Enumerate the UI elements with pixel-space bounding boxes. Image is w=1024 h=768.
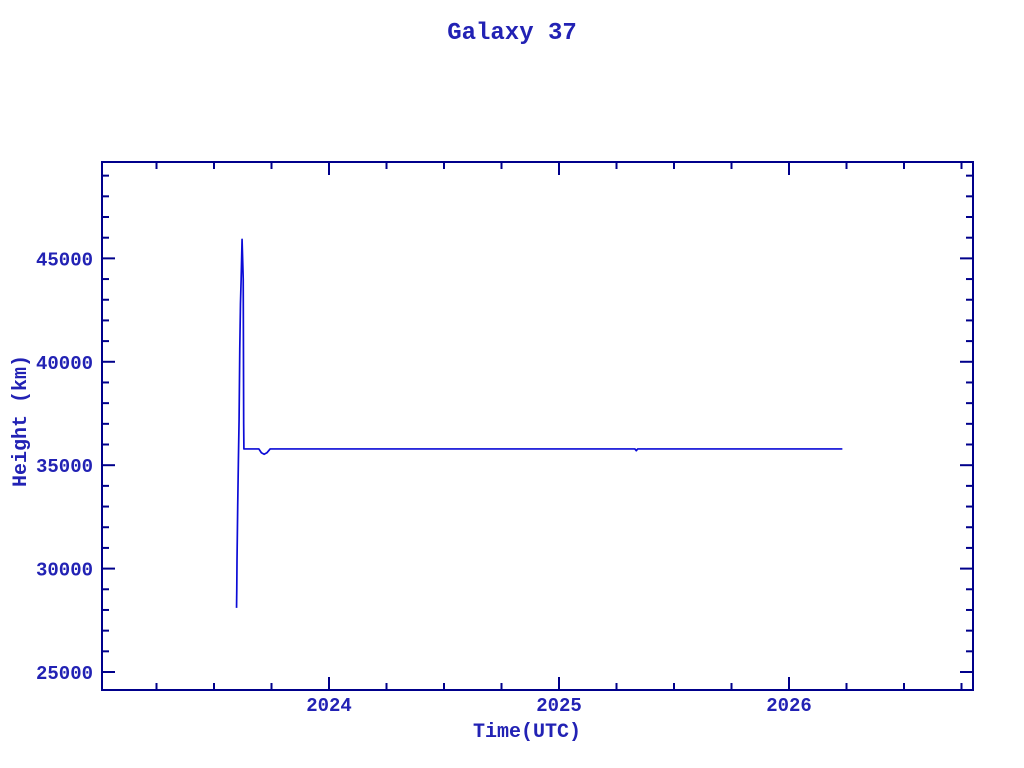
x-tick-label: 2024 [306,695,352,717]
chart-title: Galaxy 37 [447,20,577,47]
y-tick-label: 45000 [36,249,93,271]
x-tick-label: 2026 [766,695,812,717]
plot-frame [101,161,974,691]
x-tick-label: 2025 [536,695,582,717]
y-tick-label: 35000 [36,456,93,478]
y-axis-label: Height (km) [10,355,33,487]
data-series-line [235,238,843,608]
plot-area: 2024 2025 2026 25000 30000 35000 40000 45000 [36,161,974,717]
x-axis-label: Time(UTC) [473,721,581,744]
y-tick-label: 40000 [36,353,93,375]
y-tick-label: 30000 [36,560,93,582]
y-tick-label: 25000 [36,663,93,685]
